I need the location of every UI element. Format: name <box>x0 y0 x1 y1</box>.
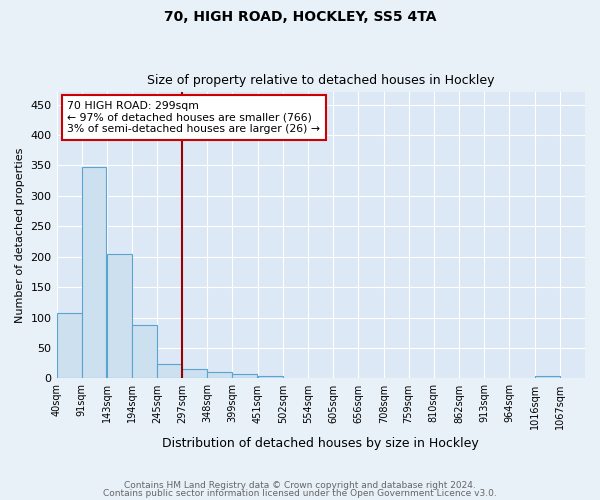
Bar <box>182 370 208 378</box>
Text: Contains HM Land Registry data © Crown copyright and database right 2024.: Contains HM Land Registry data © Crown c… <box>124 481 476 490</box>
Bar <box>107 254 132 378</box>
Bar <box>82 167 106 378</box>
Text: 70, HIGH ROAD, HOCKLEY, SS5 4TA: 70, HIGH ROAD, HOCKLEY, SS5 4TA <box>164 10 436 24</box>
Text: 70 HIGH ROAD: 299sqm
← 97% of detached houses are smaller (766)
3% of semi-detac: 70 HIGH ROAD: 299sqm ← 97% of detached h… <box>67 101 320 134</box>
Y-axis label: Number of detached properties: Number of detached properties <box>15 148 25 323</box>
Bar <box>56 314 82 378</box>
Bar <box>132 325 157 378</box>
Bar <box>232 374 257 378</box>
Bar <box>535 376 560 378</box>
Bar <box>157 364 182 378</box>
Bar <box>208 372 232 378</box>
Title: Size of property relative to detached houses in Hockley: Size of property relative to detached ho… <box>147 74 494 87</box>
Text: Contains public sector information licensed under the Open Government Licence v3: Contains public sector information licen… <box>103 488 497 498</box>
Bar <box>258 376 283 378</box>
X-axis label: Distribution of detached houses by size in Hockley: Distribution of detached houses by size … <box>163 437 479 450</box>
